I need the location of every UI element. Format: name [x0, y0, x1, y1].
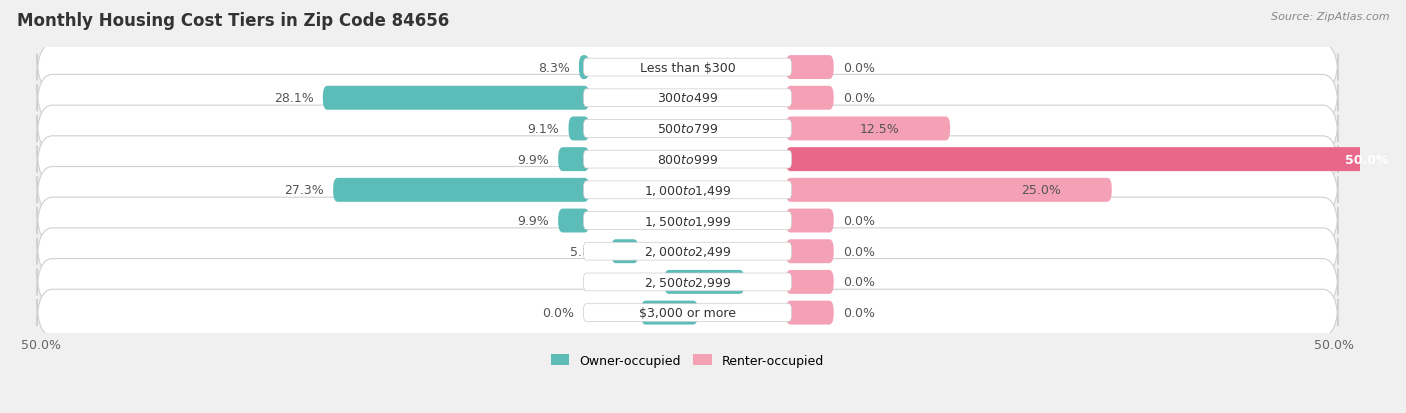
FancyBboxPatch shape: [37, 198, 1339, 244]
Text: Less than $300: Less than $300: [640, 62, 735, 74]
FancyBboxPatch shape: [558, 148, 589, 172]
Text: 0.0%: 0.0%: [842, 245, 875, 258]
Text: 0.0%: 0.0%: [842, 62, 875, 74]
FancyBboxPatch shape: [37, 228, 1339, 275]
Text: 50.0%: 50.0%: [1344, 153, 1388, 166]
Text: 0.0%: 0.0%: [842, 92, 875, 105]
FancyBboxPatch shape: [579, 56, 589, 80]
FancyBboxPatch shape: [786, 148, 1406, 172]
FancyBboxPatch shape: [37, 136, 1339, 183]
Text: 9.1%: 9.1%: [527, 123, 560, 135]
Text: $1,500 to $1,999: $1,500 to $1,999: [644, 214, 731, 228]
Text: Monthly Housing Cost Tiers in Zip Code 84656: Monthly Housing Cost Tiers in Zip Code 8…: [17, 12, 449, 30]
FancyBboxPatch shape: [786, 301, 834, 325]
Text: 9.9%: 9.9%: [517, 153, 550, 166]
Text: $1,000 to $1,499: $1,000 to $1,499: [644, 183, 731, 197]
FancyBboxPatch shape: [37, 167, 1339, 214]
Text: $800 to $999: $800 to $999: [657, 153, 718, 166]
FancyBboxPatch shape: [786, 56, 834, 80]
FancyBboxPatch shape: [583, 151, 792, 169]
FancyBboxPatch shape: [786, 117, 950, 141]
Text: 5.8%: 5.8%: [571, 245, 602, 258]
Text: $500 to $799: $500 to $799: [657, 123, 718, 135]
FancyBboxPatch shape: [583, 181, 792, 199]
FancyBboxPatch shape: [641, 301, 697, 325]
Text: 28.1%: 28.1%: [274, 92, 314, 105]
FancyBboxPatch shape: [583, 273, 792, 291]
Text: 0.0%: 0.0%: [842, 214, 875, 228]
Text: 25.0%: 25.0%: [1021, 184, 1062, 197]
FancyBboxPatch shape: [664, 270, 744, 294]
Text: $3,000 or more: $3,000 or more: [640, 306, 735, 319]
Text: 8.3%: 8.3%: [538, 62, 569, 74]
FancyBboxPatch shape: [786, 178, 1112, 202]
FancyBboxPatch shape: [583, 59, 792, 77]
Text: 1.7%: 1.7%: [623, 276, 655, 289]
FancyBboxPatch shape: [37, 259, 1339, 306]
FancyBboxPatch shape: [37, 75, 1339, 122]
FancyBboxPatch shape: [786, 209, 834, 233]
FancyBboxPatch shape: [786, 87, 834, 110]
Text: $2,000 to $2,499: $2,000 to $2,499: [644, 244, 731, 259]
FancyBboxPatch shape: [37, 106, 1339, 152]
Text: Source: ZipAtlas.com: Source: ZipAtlas.com: [1271, 12, 1389, 22]
FancyBboxPatch shape: [786, 270, 834, 294]
FancyBboxPatch shape: [37, 290, 1339, 336]
FancyBboxPatch shape: [786, 240, 834, 263]
Legend: Owner-occupied, Renter-occupied: Owner-occupied, Renter-occupied: [546, 349, 830, 372]
FancyBboxPatch shape: [583, 304, 792, 322]
Text: 12.5%: 12.5%: [859, 123, 900, 135]
FancyBboxPatch shape: [37, 45, 1339, 91]
Text: 0.0%: 0.0%: [842, 306, 875, 319]
FancyBboxPatch shape: [583, 243, 792, 261]
Text: $300 to $499: $300 to $499: [657, 92, 718, 105]
Text: 9.9%: 9.9%: [517, 214, 550, 228]
FancyBboxPatch shape: [583, 212, 792, 230]
FancyBboxPatch shape: [612, 240, 638, 263]
Text: $2,500 to $2,999: $2,500 to $2,999: [644, 275, 731, 289]
Text: 0.0%: 0.0%: [541, 306, 574, 319]
Text: 27.3%: 27.3%: [284, 184, 325, 197]
FancyBboxPatch shape: [558, 209, 589, 233]
Text: 0.0%: 0.0%: [842, 276, 875, 289]
FancyBboxPatch shape: [323, 87, 589, 110]
FancyBboxPatch shape: [583, 120, 792, 138]
FancyBboxPatch shape: [568, 117, 589, 141]
FancyBboxPatch shape: [583, 90, 792, 107]
FancyBboxPatch shape: [333, 178, 589, 202]
